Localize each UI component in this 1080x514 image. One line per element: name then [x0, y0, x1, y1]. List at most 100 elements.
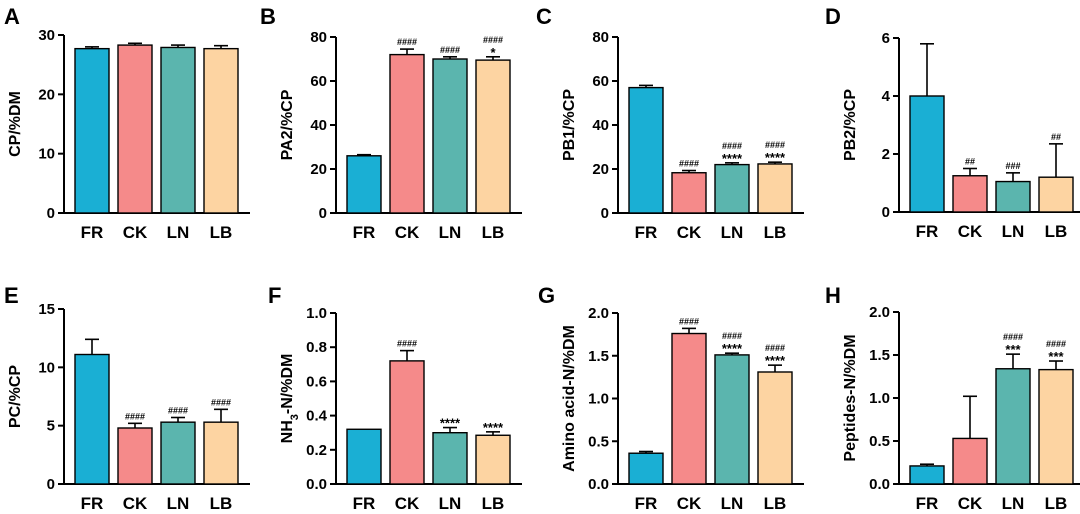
sig-hash-label: #### [1046, 339, 1066, 349]
sig-star-label: * [490, 45, 496, 60]
y-tick-label: 0.2 [306, 442, 327, 459]
x-tick-label: FR [635, 223, 658, 242]
bar-ck [117, 44, 153, 214]
y-tick-label: 40 [592, 117, 609, 134]
panel-letter: E [4, 283, 19, 308]
panel-letter: B [260, 4, 276, 29]
x-tick-label: FR [81, 223, 104, 242]
x-tick-label: LB [1045, 222, 1068, 241]
y-tick-label: 0.6 [306, 373, 327, 390]
x-tick-label: LB [482, 494, 505, 513]
bar-ln [432, 432, 468, 485]
bar-lb [475, 59, 511, 214]
x-tick-label: FR [353, 494, 376, 513]
y-tick-label: 0.8 [306, 339, 327, 356]
sig-hash-label: #### [211, 397, 231, 407]
sig-hash-label: #### [168, 406, 188, 416]
x-tick-label: FR [81, 494, 104, 513]
sig-hash-label: ## [965, 157, 975, 167]
y-axis-label: Peptides-N/%DM [842, 334, 859, 461]
bar-fr [628, 452, 664, 485]
bar-fr [74, 353, 110, 485]
y-tick-label: 60 [592, 73, 609, 90]
bar-fr [628, 86, 664, 214]
y-tick-label: 4 [882, 88, 891, 105]
bar-ck [671, 332, 707, 485]
sig-hash-label: #### [765, 343, 785, 353]
bar-ck [117, 427, 153, 485]
bar-ln [714, 163, 750, 214]
panel-g: G Amino acid-N/%DM 0.0 0.5 1.0 1.5 2.0 FR #### CK… [538, 283, 804, 513]
bar-ck [671, 172, 707, 214]
x-tick-label: CK [677, 494, 702, 513]
x-tick-label: CK [395, 494, 420, 513]
x-tick-label: LB [210, 223, 233, 242]
x-tick-label: LN [1002, 222, 1025, 241]
y-tick-label: 0.0 [306, 476, 327, 493]
bar-ln [160, 421, 196, 485]
x-tick-label: LN [439, 223, 462, 242]
y-tick-label: 20 [310, 161, 327, 178]
x-tick-label: LB [1045, 494, 1068, 513]
bar-fr [74, 47, 110, 214]
y-axis-label: PA2/%CP [279, 89, 296, 160]
bar-lb [203, 421, 239, 485]
y-tick-label: 5 [47, 418, 55, 435]
sig-hash-label: #### [1003, 332, 1023, 342]
x-tick-label: LN [1002, 494, 1025, 513]
bar-ck [952, 175, 988, 213]
x-tick-label: FR [916, 494, 939, 513]
sig-hash-label: #### [397, 37, 417, 47]
bar-ln [714, 354, 750, 485]
bar-fr [346, 155, 382, 214]
panel-c: CPB1/%CP020406080FR####CK****####LN****#… [536, 4, 804, 242]
panel-letter: C [536, 4, 552, 29]
y-tick-label: 20 [38, 86, 55, 103]
bar-lb [757, 371, 793, 485]
bar-lb [475, 434, 511, 485]
panel-d: D PB2/%CP 0 2 4 6 FR ## CK ### LN ## LB [825, 4, 1080, 241]
y-tick-label: 0 [47, 205, 55, 222]
sig-hash-label: #### [679, 316, 699, 326]
sig-star-label: *** [1048, 349, 1064, 364]
x-tick-label: LN [721, 223, 744, 242]
y-tick-label: 0.0 [588, 476, 609, 493]
y-tick-label: 0 [882, 204, 890, 221]
x-tick-label: LN [439, 494, 462, 513]
sig-hash-label: #### [679, 159, 699, 169]
y-tick-label: 40 [310, 117, 327, 134]
sig-star-label: **** [722, 151, 743, 166]
bar-lb [1038, 368, 1074, 485]
sig-hash-label: #### [397, 339, 417, 349]
sig-star-label: **** [440, 416, 461, 431]
y-tick-label: 1.0 [588, 391, 609, 408]
x-tick-label: FR [353, 223, 376, 242]
y-tick-label: 0 [319, 205, 327, 222]
sig-hash-label: ### [1005, 161, 1020, 171]
y-axis-label: PB2/%CP [842, 89, 859, 161]
sig-star-label: **** [765, 150, 786, 165]
bar-fr [909, 465, 945, 485]
x-tick-label: FR [635, 494, 658, 513]
y-tick-label: 15 [38, 301, 55, 318]
y-tick-label: 0 [47, 476, 55, 493]
sig-star-label: **** [765, 353, 786, 368]
y-tick-label: 0.4 [306, 408, 328, 425]
y-tick-label: 0.5 [869, 433, 890, 450]
bar-fr [909, 95, 945, 213]
y-tick-label: 80 [592, 29, 609, 46]
y-tick-label: 1.0 [869, 390, 890, 407]
panel-letter: A [4, 4, 20, 29]
x-tick-label: FR [916, 222, 939, 241]
y-tick-label: 6 [882, 30, 890, 47]
y-tick-label: 1.5 [588, 348, 609, 365]
y-axis-label: PC/%CP [7, 365, 24, 428]
y-tick-label: 0.0 [869, 476, 890, 493]
x-tick-label: CK [677, 223, 702, 242]
y-tick-label: 10 [38, 146, 55, 163]
panel-letter: D [825, 4, 841, 29]
y-axis-label: NH3-N/%DM [279, 354, 301, 444]
y-tick-label: 1.0 [306, 305, 327, 322]
